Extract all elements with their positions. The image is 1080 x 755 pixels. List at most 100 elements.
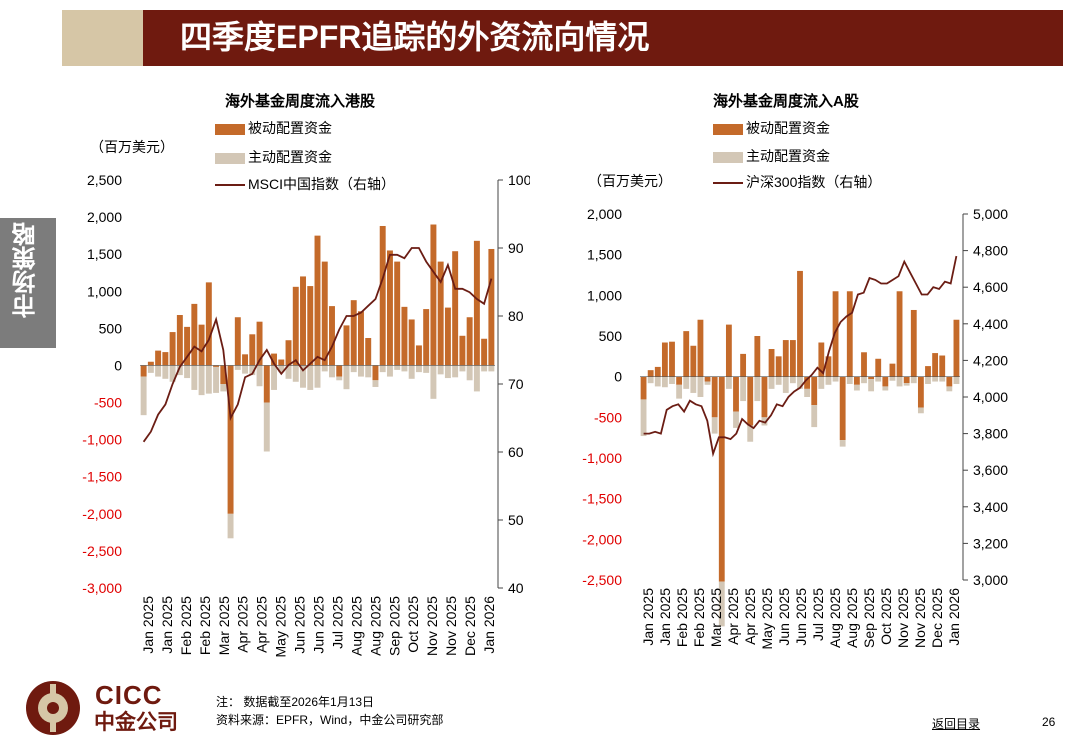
y-tick-label: -2,000 [82, 506, 122, 522]
a-legend-passive: 被动配置资金 [713, 118, 830, 138]
active-bar [825, 376, 832, 385]
active-swatch [713, 151, 743, 163]
y-tick-label: -1,500 [582, 491, 622, 507]
passive-bar [832, 291, 839, 377]
active-bar [386, 365, 393, 377]
index-line-swatch [215, 184, 245, 187]
active-bar [832, 376, 839, 382]
x-tick-label: Aug 2025 [348, 596, 364, 656]
active-bar [903, 383, 910, 386]
active-bar [147, 365, 154, 373]
passive-bar [401, 306, 408, 366]
y-tick-label: 500 [599, 328, 623, 344]
active-bar [140, 376, 147, 416]
passive-bar [825, 356, 832, 377]
passive-bar [256, 321, 263, 366]
active-bar [437, 365, 444, 375]
x-tick-label: Sep 2025 [386, 596, 402, 656]
y-tick-label: 2,000 [587, 206, 622, 222]
active-bar [697, 376, 704, 397]
active-bar [953, 376, 960, 384]
passive-bar [669, 341, 675, 377]
back-to-contents-link[interactable]: 返回目录 [932, 717, 981, 731]
passive-bar [896, 291, 903, 377]
active-bar [408, 365, 415, 379]
passive-bar [946, 376, 953, 387]
data-note: 注： 数据截至2026年1月13日 [216, 695, 375, 709]
active-bar [271, 365, 278, 390]
x-tick-label: Nov 2025 [443, 596, 459, 656]
passive-bar [300, 276, 306, 366]
active-bar [242, 365, 249, 374]
active-bar [896, 376, 903, 387]
passive-bar [169, 332, 176, 366]
passive-bar [797, 270, 803, 377]
y2-tick-label: 3,200 [973, 535, 1008, 551]
hk-chart-title: 海外基金周度流入港股 [225, 93, 376, 110]
x-tick-label: Jun 2025 [793, 588, 809, 646]
y-tick-label: -3,000 [82, 580, 122, 596]
passive-bar [372, 365, 379, 381]
active-bar [184, 365, 191, 379]
x-tick-label: Nov 2025 [895, 588, 911, 648]
active-bar [329, 365, 335, 378]
y-tick-label: -2,500 [82, 543, 122, 559]
passive-bar [466, 317, 473, 366]
active-bar [711, 417, 718, 434]
passive-bar [917, 376, 924, 408]
hk-legend-passive: 被动配置资金 [215, 118, 332, 138]
x-tick-label: Jan 2025 [159, 596, 175, 654]
y-tick-label: 0 [614, 369, 622, 385]
passive-bar [718, 376, 725, 582]
active-bar [357, 365, 364, 377]
x-tick-label: Feb 2025 [197, 596, 213, 655]
active-bar [401, 365, 408, 372]
passive-bar [191, 303, 198, 366]
y-tick-label: -1,000 [582, 450, 622, 466]
passive-bar [386, 250, 393, 366]
active-bar [430, 365, 437, 399]
passive-bar [162, 352, 169, 366]
passive-swatch [215, 123, 245, 135]
active-bar [733, 411, 739, 428]
cicc-logo-icon [26, 681, 80, 735]
y2-tick-label: 4,200 [973, 352, 1008, 368]
active-bar [853, 384, 860, 391]
passive-bar [939, 355, 946, 377]
x-tick-label: Dec 2025 [462, 596, 478, 656]
x-tick-label: Jan 2026 [481, 596, 497, 654]
active-bar [205, 365, 212, 394]
active-bar [379, 365, 386, 373]
active-bar [669, 376, 675, 384]
a-flow-chart: 2,000 1,500 1,000 500 0 -500 -1,000 -1,500 -2,00… [582, 206, 1008, 649]
x-tick-label: Dec 2025 [929, 588, 945, 648]
x-tick-label: Feb 2025 [178, 596, 194, 655]
passive-bar [336, 365, 343, 377]
active-bar [676, 384, 683, 399]
y2-tick-label: 50 [508, 512, 524, 528]
active-bar [939, 376, 946, 382]
active-bar [925, 376, 931, 384]
active-bar [263, 402, 270, 452]
active-bar [176, 365, 183, 376]
x-tick-label: Jan 2025 [640, 588, 656, 646]
active-bar [481, 365, 488, 372]
passive-bar [761, 376, 768, 418]
x-tick-label: Aug 2025 [827, 588, 843, 648]
logo-en: CICC [95, 680, 163, 710]
passive-bar [697, 319, 704, 377]
hk-legend-index: MSCI中国指数（右轴） [215, 174, 395, 194]
passive-bar [733, 376, 739, 412]
passive-bar [818, 342, 825, 377]
active-bar [444, 365, 451, 379]
passive-bar [227, 365, 234, 514]
side-tab [0, 218, 56, 348]
active-bar [754, 376, 761, 402]
title-bar [143, 10, 1063, 66]
active-bar [466, 365, 473, 381]
y2-tick-label: 5,000 [973, 206, 1008, 222]
passive-bar [853, 376, 860, 385]
passive-bar [875, 358, 882, 377]
passive-bar [213, 365, 220, 367]
active-swatch [215, 152, 245, 164]
